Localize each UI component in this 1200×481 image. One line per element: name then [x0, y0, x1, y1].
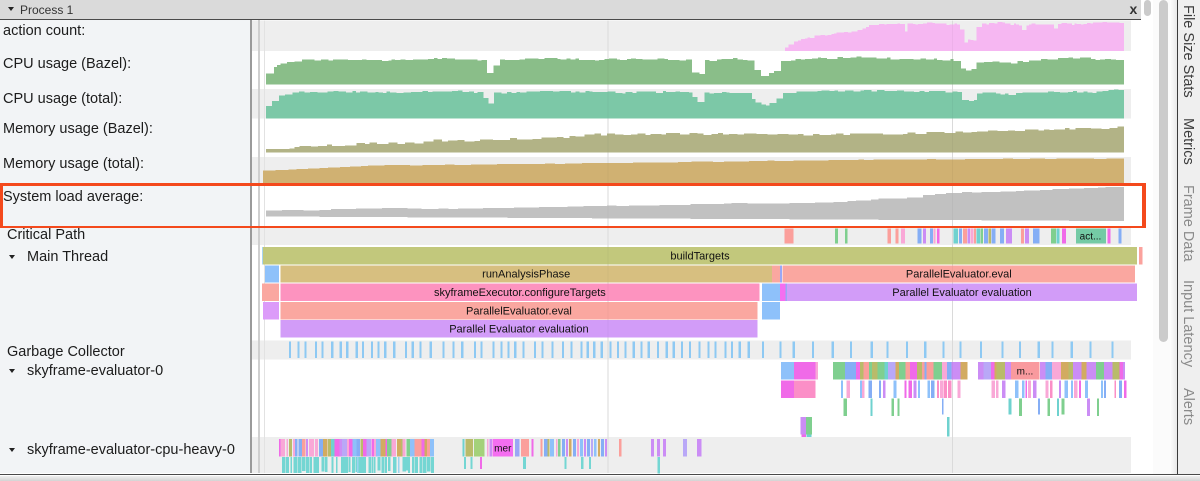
- svg-text:Parallel Evaluator evaluation: Parallel Evaluator evaluation: [892, 287, 1031, 299]
- svg-text:ParallelEvaluator.eval: ParallelEvaluator.eval: [906, 269, 1012, 281]
- svg-text:buildTargets: buildTargets: [670, 250, 730, 262]
- svg-text:m...: m...: [1017, 367, 1034, 378]
- svg-text:Parallel Evaluator evaluation: Parallel Evaluator evaluation: [449, 324, 588, 336]
- svg-text:mer: mer: [494, 443, 512, 454]
- svg-text:skyframeExecutor.configureTarg: skyframeExecutor.configureTargets: [434, 287, 606, 299]
- svg-text:ParallelEvaluator.eval: ParallelEvaluator.eval: [466, 305, 572, 317]
- svg-text:runAnalysisPhase: runAnalysisPhase: [482, 269, 570, 281]
- svg-text:act...: act...: [1080, 232, 1102, 243]
